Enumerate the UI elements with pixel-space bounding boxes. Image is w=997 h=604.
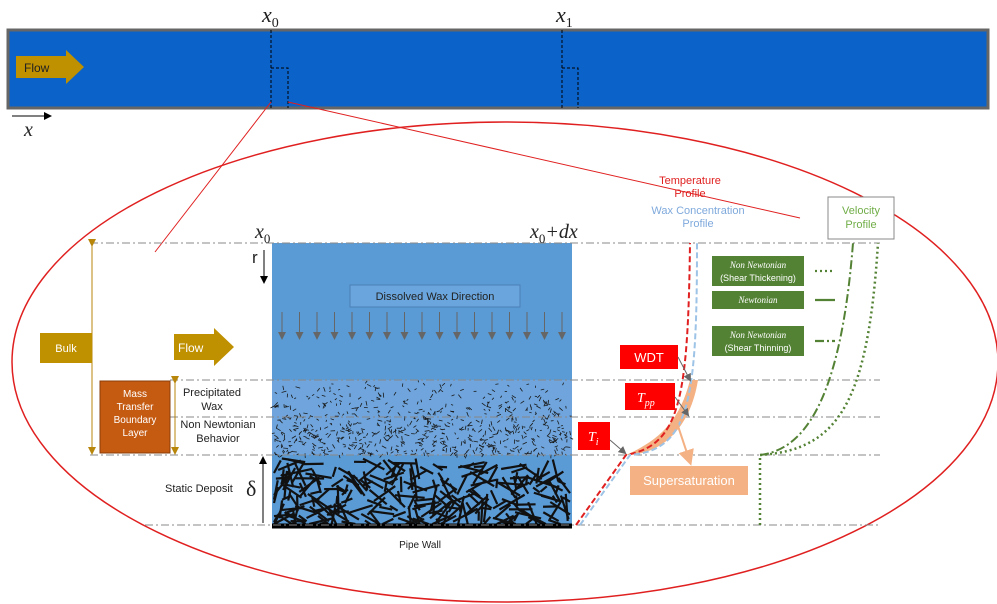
legend-note: (Shear Thickening): [720, 273, 796, 283]
label-line: Behavior: [196, 433, 240, 445]
label-line: Transfer: [117, 402, 155, 413]
crystal: [526, 477, 527, 485]
label-rest: +dx: [545, 221, 577, 243]
label-sub: 0: [264, 231, 271, 246]
temperature-profile-label: TemperatureProfile: [659, 175, 721, 200]
wax-profile-label: Wax ConcentrationProfile: [651, 205, 744, 230]
static-deposit-label: Static Deposit: [165, 483, 233, 495]
non-newtonian-label: Non Newtonian Behavior: [180, 419, 255, 445]
pipe-wall-label: Pipe Wall: [399, 540, 441, 551]
particle: [531, 451, 532, 455]
label-line: Wax Concentration: [651, 205, 744, 217]
particle: [338, 389, 340, 390]
particle: [507, 407, 510, 408]
particle: [354, 423, 355, 425]
label-line: Profile: [674, 188, 705, 200]
label-line: Layer: [122, 428, 148, 439]
crystal: [481, 499, 482, 523]
flow-label: Flow: [178, 341, 204, 355]
label-sub: 0: [272, 16, 279, 31]
crystal: [392, 463, 417, 464]
r-label: r: [252, 248, 258, 267]
label-sub: pp: [644, 398, 655, 409]
label-sub: i: [596, 437, 599, 448]
ti-pointer: [610, 440, 625, 453]
particle: [387, 452, 388, 455]
label-line: Profile: [682, 218, 713, 230]
label-line: Boundary: [114, 415, 157, 426]
particle: [285, 406, 287, 407]
legend-note: (Shear Thinning): [725, 343, 792, 353]
x0-label: x0: [261, 2, 279, 31]
x0-label: x0: [254, 221, 270, 246]
particle: [495, 384, 498, 385]
label-base: x: [254, 221, 264, 243]
wdt-label: WDT: [634, 350, 664, 365]
legend-name: Non Newtonian: [729, 330, 787, 340]
particle: [534, 445, 536, 446]
label-base: x: [555, 2, 566, 27]
particle: [508, 453, 511, 454]
label-line: Precipitated: [183, 387, 241, 399]
label-line: Velocity: [842, 205, 880, 217]
delta-label: δ: [246, 476, 256, 501]
label-line: Temperature: [659, 175, 721, 187]
particle: [294, 416, 298, 417]
zoom-line: [155, 102, 271, 252]
label-sub: 1: [566, 16, 573, 31]
crystal: [516, 495, 517, 505]
page: x0 x1 Flow x Dissolved Wax Direction Pip…: [0, 0, 997, 604]
particle: [522, 426, 523, 429]
precipitated-label: Precipitated Wax: [183, 387, 241, 413]
particle: [513, 448, 515, 449]
pipe: [8, 30, 988, 108]
particle: [272, 433, 275, 434]
axis-label: x: [23, 119, 33, 141]
dissolved-label: Dissolved Wax Direction: [376, 291, 495, 303]
label-line: Wax: [201, 401, 223, 413]
x0dx-label: x0+dx: [529, 221, 578, 246]
bulk-region: [272, 243, 572, 380]
legend-label: Newtonian: [737, 295, 778, 305]
flow-label: Flow: [24, 61, 50, 75]
particle: [565, 447, 570, 448]
supersaturation-pointer: [676, 420, 690, 462]
particle: [562, 452, 563, 455]
label-base: x: [261, 2, 272, 27]
crystal: [336, 496, 337, 504]
label-base: x: [529, 221, 539, 243]
particle: [402, 436, 403, 441]
particle: [356, 437, 357, 440]
label-line: Profile: [845, 219, 876, 231]
label-line: Non Newtonian: [180, 419, 255, 431]
legend-name: Non Newtonian: [729, 260, 787, 270]
label-line: Mass: [123, 389, 147, 400]
x1-label: x1: [555, 2, 573, 31]
velocity-box: [828, 197, 894, 239]
legend-name: Newtonian: [737, 295, 778, 305]
particle: [383, 393, 384, 398]
diagram: x0 x1 Flow x Dissolved Wax Direction Pip…: [0, 0, 997, 604]
zoom-line: [288, 102, 800, 218]
supersaturation-label: Supersaturation: [643, 473, 735, 488]
legend: Non Newtonian (Shear Thickening) Newtonian…: [712, 256, 835, 356]
particle: [535, 396, 537, 397]
bulk-label: Bulk: [55, 343, 77, 355]
